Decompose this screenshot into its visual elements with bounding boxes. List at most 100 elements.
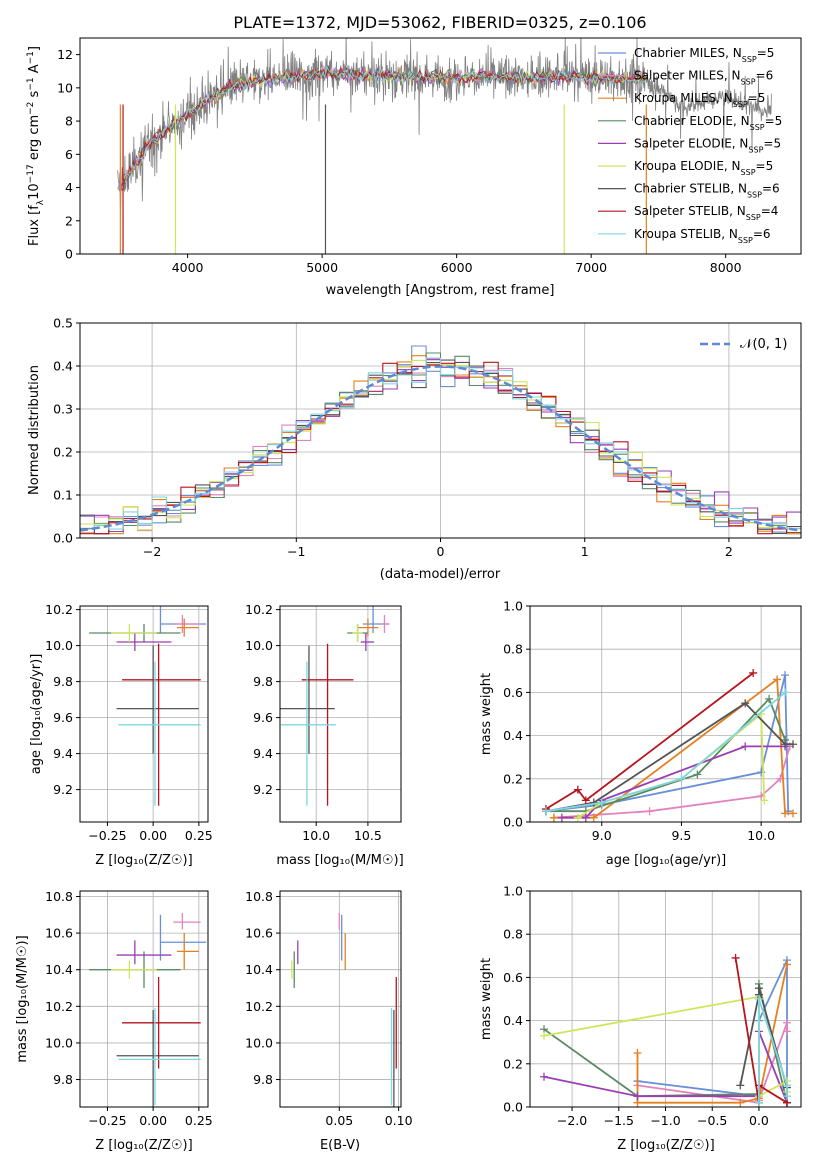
legend-label: Salpeter MILES, NSSP=6 <box>634 69 773 87</box>
figure-title: PLATE=1372, MJD=53062, FIBERID=0325, z=0… <box>233 13 646 32</box>
legend-label: Kroupa ELODIE, NSSP=5 <box>634 159 773 177</box>
y-tick-label: 0 <box>65 247 73 262</box>
x-tick-label: 4000 <box>172 260 204 275</box>
axes-spectrum: 4000 5000 6000 7000 8000 0 2 4 6 8 10 12 <box>57 37 802 275</box>
plot-area <box>80 345 801 535</box>
y-axis-label: age [log₁₀(age/yr)] <box>29 654 44 775</box>
x-tick-label: 9.5 <box>671 828 691 843</box>
weight-line <box>545 674 790 813</box>
x-tick-label: 0.00 <box>139 828 167 843</box>
x-tick-label: 0.25 <box>185 1113 213 1128</box>
legend: Chabrier MILES, NSSP=5 Salpeter MILES, NS… <box>598 46 782 244</box>
weight-marker <box>781 740 790 749</box>
x-tick-label: −1.5 <box>604 1113 634 1128</box>
axes-frame <box>79 605 209 823</box>
y-tick-label: 0.4 <box>503 728 523 743</box>
y-tick-label: 9.8 <box>253 1072 273 1087</box>
y-tick-label: 0.8 <box>503 927 523 942</box>
x-tick-label: 6000 <box>441 260 473 275</box>
plot-area <box>117 38 772 254</box>
x-axis-label: mass [log₁₀(M/M☉)] <box>276 853 403 868</box>
y-axis-label: mass weight <box>479 958 494 1040</box>
legend-label: 𝒩(0, 1) <box>740 337 787 352</box>
plot-area <box>540 953 791 1107</box>
model-spectrum <box>118 65 645 191</box>
weight-marker <box>541 807 550 816</box>
axes-frame <box>79 890 209 1108</box>
axes-frame <box>279 605 402 823</box>
x-tick-label: −0.5 <box>697 1113 727 1128</box>
y-tick-label: 9.4 <box>253 746 273 761</box>
y-tick-label: 0.4 <box>53 359 73 374</box>
y-tick-label: 0.5 <box>53 316 73 331</box>
x-tick-label: −0.25 <box>88 1113 126 1128</box>
weight-marker <box>754 984 763 993</box>
weight-marker <box>754 995 763 1003</box>
weight-line <box>545 672 754 810</box>
weight-marker <box>633 1092 642 1101</box>
y-tick-label: 0.0 <box>503 1100 523 1115</box>
y-tick-label: 9.8 <box>53 674 73 689</box>
x-tick-label: 0.0 <box>749 1113 769 1128</box>
plot-area <box>541 668 798 822</box>
axes-frame <box>529 890 802 1108</box>
weight-marker <box>573 813 582 822</box>
weight-marker <box>589 813 598 822</box>
weight-marker <box>581 796 590 805</box>
y-tick-label: 9.6 <box>253 710 273 725</box>
plot-area <box>291 912 397 1107</box>
legend-label: Chabrier MILES, NSSP=5 <box>634 46 774 64</box>
x-tick-label: 0.05 <box>325 1113 353 1128</box>
weight-line <box>545 702 793 813</box>
x-axis-label: age [log₁₀(age/yr)] <box>606 853 727 868</box>
weight-marker <box>765 694 774 703</box>
weight-marker <box>736 1081 745 1090</box>
x-tick-label: 0.25 <box>185 828 213 843</box>
y-tick-label: 0.8 <box>503 642 523 657</box>
weight-marker <box>736 1098 745 1107</box>
weight-marker <box>677 774 686 783</box>
plot-area <box>89 912 207 1107</box>
weight-marker <box>782 1018 791 1027</box>
model-spectrum <box>120 68 645 192</box>
y-tick-label: 10.2 <box>245 999 273 1014</box>
model-spectrum <box>119 65 646 192</box>
legend-label: Chabrier STELIB, NSSP=6 <box>634 182 780 200</box>
y-tick-label: 10.6 <box>45 926 73 941</box>
weight-marker <box>549 813 558 822</box>
weight-marker <box>754 1098 763 1107</box>
y-tick-label: 1.0 <box>503 599 523 614</box>
weight-marker <box>573 785 582 794</box>
y-tick-label: 2 <box>65 213 73 228</box>
y-axis-label: Normed distribution <box>27 365 42 495</box>
weight-marker <box>581 813 590 822</box>
legend-label: Salpeter ELODIE, NSSP=5 <box>634 136 781 154</box>
x-tick-label: 9.0 <box>592 828 612 843</box>
plot-area <box>89 606 207 806</box>
y-tick-label: 4 <box>65 180 73 195</box>
weight-marker <box>782 960 791 969</box>
weight-marker <box>782 1027 791 1036</box>
y-tick-label: 10.8 <box>45 889 73 904</box>
weight-marker <box>540 1072 549 1081</box>
y-tick-label: 0.0 <box>53 531 73 546</box>
x-axis-label: wavelength [Angstrom, rest frame] <box>326 283 555 298</box>
legend-label: Chabrier ELODIE, NSSP=5 <box>634 114 782 132</box>
legend-label: Salpeter STELIB, NSSP=4 <box>634 204 778 222</box>
x-tick-label: 1 <box>581 544 589 559</box>
legend-label: Kroupa MILES, NSSP=5 <box>634 91 765 109</box>
y-tick-label: 0.3 <box>53 402 73 417</box>
x-tick-label: −2 <box>143 544 161 559</box>
x-tick-label: 10.0 <box>302 828 330 843</box>
y-tick-label: 0.2 <box>503 771 523 786</box>
axes-residuals: −2 −1 0 1 2 0.0 0.1 0.2 0.3 0.4 0.5 <box>53 316 802 559</box>
y-tick-label: 0.2 <box>503 1056 523 1071</box>
y-tick-label: 0.6 <box>503 970 523 985</box>
x-tick-label: −0.25 <box>88 828 126 843</box>
y-tick-label: 10.4 <box>45 962 73 977</box>
weight-marker <box>749 668 758 677</box>
weight-marker <box>741 699 750 708</box>
y-axis-label: mass [log₁₀(M/M☉)] <box>15 935 30 1062</box>
y-tick-label: 1.0 <box>503 884 523 899</box>
x-tick-label: −1.0 <box>650 1113 680 1128</box>
